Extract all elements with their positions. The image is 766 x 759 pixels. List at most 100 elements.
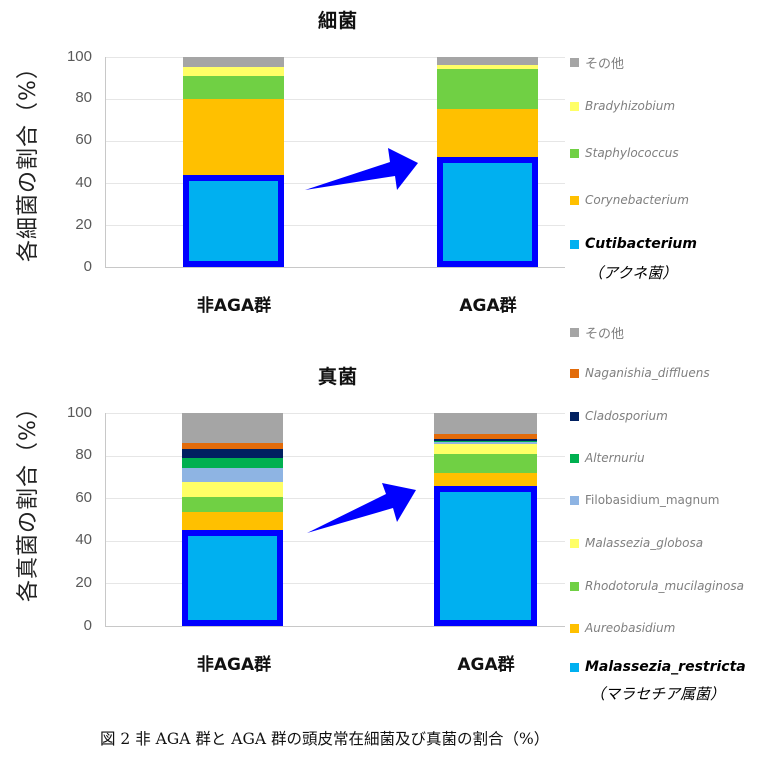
bar-segment [434,438,537,442]
legend-item-cladosporium: Cladosporium [570,409,668,423]
bar-non-aga [183,57,284,267]
y-tick: 60 [75,489,92,506]
bar-segment [183,99,284,176]
legend-swatch [570,368,579,378]
legend-swatch [570,453,579,463]
legend-swatch [570,239,579,249]
bar-segment [182,467,283,483]
legend-label: Malassezia_globosa [585,536,704,550]
bar-segment [183,57,284,68]
y-tick: 60 [75,131,92,148]
bar-segment [437,68,538,109]
bar-segment [182,512,283,531]
legend-item-naganishia: Naganishia_diffluens [570,366,710,380]
chart-title: 細菌 [318,10,359,32]
gridline [105,455,565,457]
figure-caption: 図 2 非 AGA 群と AGA 群の頭皮常在細菌及び真菌の割合（%） [100,730,550,748]
y-tick: 20 [75,216,92,233]
y-tick: 80 [75,446,92,463]
bar-segment [183,175,284,267]
legend-swatch [570,623,579,633]
bar-segment [434,413,537,435]
legend-swatch [570,495,579,505]
y-tick: 40 [75,531,92,548]
bar-segment [182,530,283,626]
bar-segment [182,443,283,450]
bar-segment [437,156,538,267]
legend-label: Cladosporium [585,409,668,423]
legend-label: その他 [585,57,625,72]
legend-swatch [570,148,579,158]
legend-item-malassezia-globosa: Malassezia_globosa [570,536,703,550]
gridline [105,583,565,585]
legend-swatch [570,328,579,337]
bar-segment [434,473,537,486]
legend-label: Aureobasidium [585,621,676,635]
legend-label: Malassezia_restricta [585,659,746,675]
y-tick: 100 [66,48,92,65]
y-tick: 20 [75,574,92,591]
bar-segment [182,457,283,468]
legend-item-other: その他 [570,323,624,342]
bar-segment [434,485,537,626]
bar-segment [437,57,538,66]
x-axis [105,626,565,627]
gridline [105,57,565,58]
y-tick: 80 [75,89,92,106]
legend-item-malassezia-restricta: Malassezia_restricta [570,659,746,675]
fungi-chart: 真菌 各真菌の割合（%） 100 80 60 40 20 0 非AGA群 AGA… [16,323,746,703]
bar-segment [434,454,537,474]
legend-item-aureobasidium: Aureobasidium [570,621,675,635]
y-tick: 40 [75,174,92,191]
bar-segment [183,75,284,99]
plot-area [105,57,565,268]
plot-area [105,413,565,627]
bar-segment [182,413,283,444]
legend-label: Naganishia_diffluens [585,366,710,380]
y-tick: 0 [83,258,92,275]
x-label-aga: AGA群 [457,655,515,675]
legend-swatch [570,195,579,205]
legend-label: Rhodotorula_mucilaginosa [585,579,744,593]
legend-item-alternaria: Alternuriu [570,451,645,465]
increase-arrow-icon [307,483,416,533]
chart-title: 真菌 [318,366,359,388]
bar-segment [434,441,537,442]
bar-segment [434,434,537,439]
x-label-non-aga: 非AGA群 [196,655,272,675]
legend-swatch [570,538,579,548]
gridline [105,540,565,542]
bar-aga [437,57,538,267]
legend-item-corynebacterium: Corynebacterium [570,193,689,207]
gridline [105,498,565,500]
legend-item-staphylococcus: Staphylococcus [570,146,679,160]
legend-label: Filobasidium_magnum [585,493,720,507]
gridline [105,141,565,142]
x-axis [105,267,565,268]
x-label-non-aga: 非AGA群 [196,296,272,316]
legend-item-other: その他 [570,53,624,72]
y-tick: 0 [83,617,92,634]
bar-aga [434,413,537,626]
legend-item-bradyhizobium: Bradyhizobium [570,99,675,113]
legend-item-rhodotorula: Rhodotorula_mucilaginosa [570,579,744,593]
bacteria-chart: 細菌 各細菌の割合（%） 100 80 60 40 20 0 非AGA群 AGA… [0,0,766,320]
y-tick: 100 [66,404,92,421]
bar-segment [434,441,537,444]
bar-non-aga [182,413,283,626]
legend-label: Alternuriu [585,451,645,465]
bar-segment [183,67,284,76]
legend-label: Staphylococcus [585,146,679,160]
legend-item-cutibacterium: Cutibacterium [570,236,697,252]
y-axis [105,413,106,626]
bar-segment [434,443,537,455]
legend-swatch [570,662,579,672]
legend-label: Cutibacterium [585,236,697,252]
bar-segment [437,108,538,157]
x-label-aga: AGA群 [459,296,517,316]
legend-sublabel: （マラセチア属菌） [590,685,726,703]
legend-label: Corynebacterium [585,193,689,207]
legend-item-filobasidium: Filobasidium_magnum [570,493,719,507]
y-axis [105,57,106,267]
legend-swatch [570,581,579,591]
